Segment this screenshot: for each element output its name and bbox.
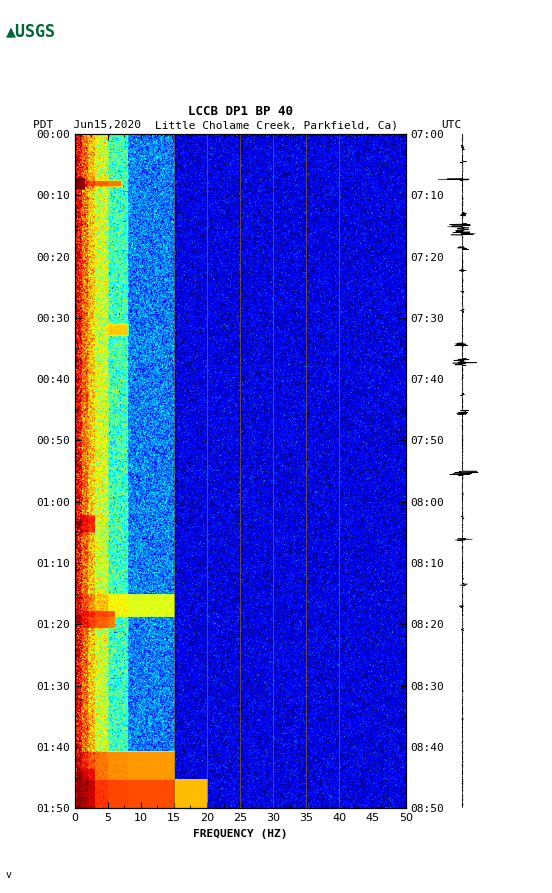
Text: PDT   Jun15,2020: PDT Jun15,2020 bbox=[33, 121, 141, 130]
Text: v: v bbox=[6, 870, 12, 880]
X-axis label: FREQUENCY (HZ): FREQUENCY (HZ) bbox=[193, 829, 288, 839]
Text: UTC: UTC bbox=[442, 121, 462, 130]
Text: LCCB DP1 BP 40: LCCB DP1 BP 40 bbox=[188, 104, 293, 118]
Text: Little Cholame Creek, Parkfield, Ca): Little Cholame Creek, Parkfield, Ca) bbox=[155, 121, 397, 130]
Text: ▲USGS: ▲USGS bbox=[6, 22, 56, 40]
